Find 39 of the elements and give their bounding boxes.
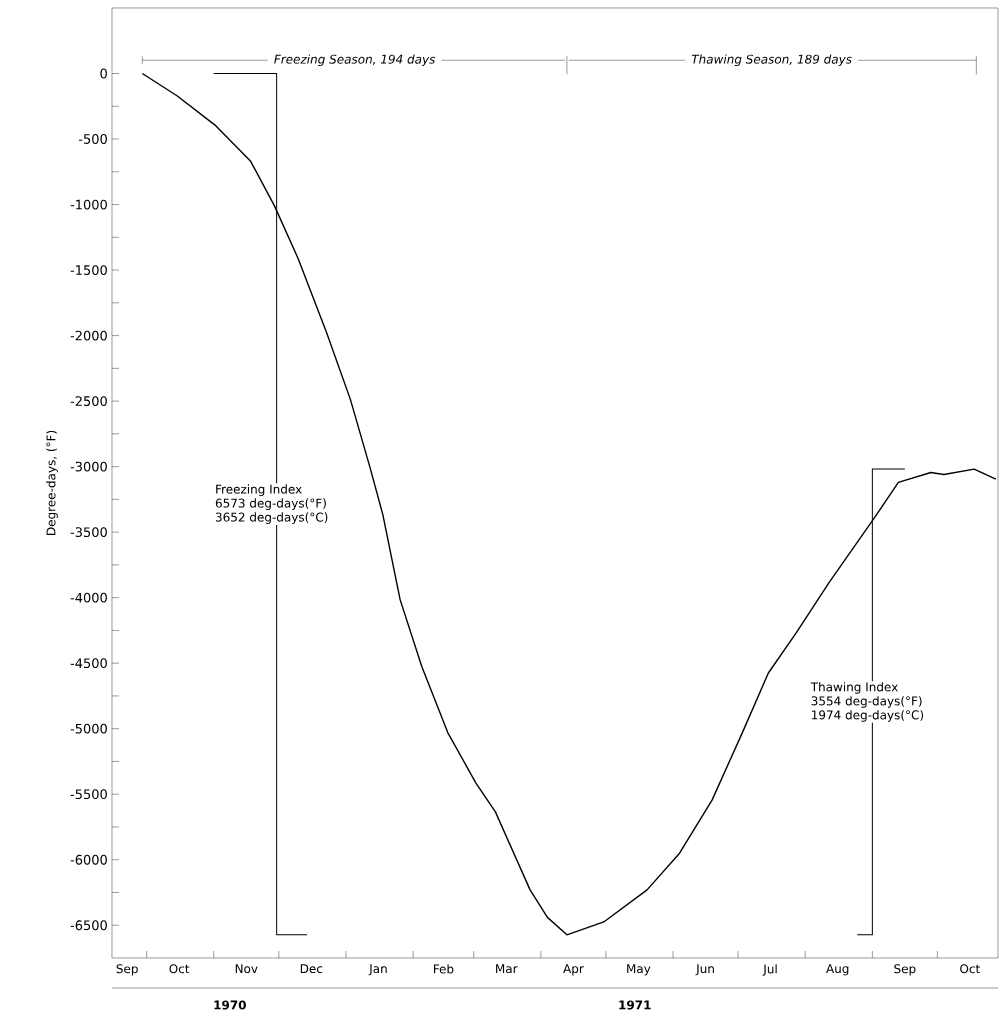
annotation: Freezing Season, 194 days xyxy=(274,54,436,67)
x-tick-label: Oct xyxy=(960,964,980,974)
x-tick-label: Feb xyxy=(433,964,454,974)
y-tick-label: -4000 xyxy=(70,592,107,603)
annotation: 1974 deg-days(°C) xyxy=(812,710,924,722)
y-tick-label: -5000 xyxy=(70,723,107,734)
y-tick-label: -3000 xyxy=(70,461,107,472)
y-tick-label: -3500 xyxy=(70,527,107,538)
annotation: 3554 deg-days(°F) xyxy=(811,696,922,708)
y-tick-label: -1000 xyxy=(70,199,107,210)
y-tick-label: -6500 xyxy=(70,920,107,931)
text: 1970 xyxy=(214,1000,246,1010)
x-tick-label: Dec xyxy=(300,964,323,974)
y-tick-label: -4500 xyxy=(70,658,107,669)
x-tick-label: Sep xyxy=(116,964,138,976)
annotation: Freezing Index xyxy=(216,484,302,496)
annotation: Thawing Index xyxy=(810,682,898,694)
x-tick-label: Sep xyxy=(894,964,916,976)
y-axis-title: Degree-days, (°F) xyxy=(46,430,58,535)
annotation: 3652 deg-days(°C) xyxy=(215,512,328,524)
x-tick-label: Jun xyxy=(695,964,714,976)
y-tick-label: -2500 xyxy=(70,396,107,407)
y-tick-label: -1500 xyxy=(70,265,107,275)
x-tick-label: Jul xyxy=(762,964,777,976)
x-tick-label: Mar xyxy=(496,964,518,974)
text: 1971 xyxy=(619,1000,651,1010)
y-tick-label: 0 xyxy=(100,68,107,79)
y-tick-label: -2000 xyxy=(70,330,107,341)
y-tick-label: -6000 xyxy=(70,854,107,865)
y-tick-label: -5500 xyxy=(70,789,107,800)
x-tick-label: Apr xyxy=(563,964,584,976)
x-tick-label: Jan xyxy=(368,964,387,976)
annotation: Thawing Season, 189 days xyxy=(691,54,852,67)
x-tick-label: Oct xyxy=(169,964,190,974)
x-tick-label: Nov xyxy=(235,964,258,974)
x-tick-label: Aug xyxy=(826,964,849,976)
y-tick-label: -500 xyxy=(78,134,107,144)
annotation: 6573 deg-days(°F) xyxy=(215,498,326,510)
x-tick-label: May xyxy=(627,964,651,976)
